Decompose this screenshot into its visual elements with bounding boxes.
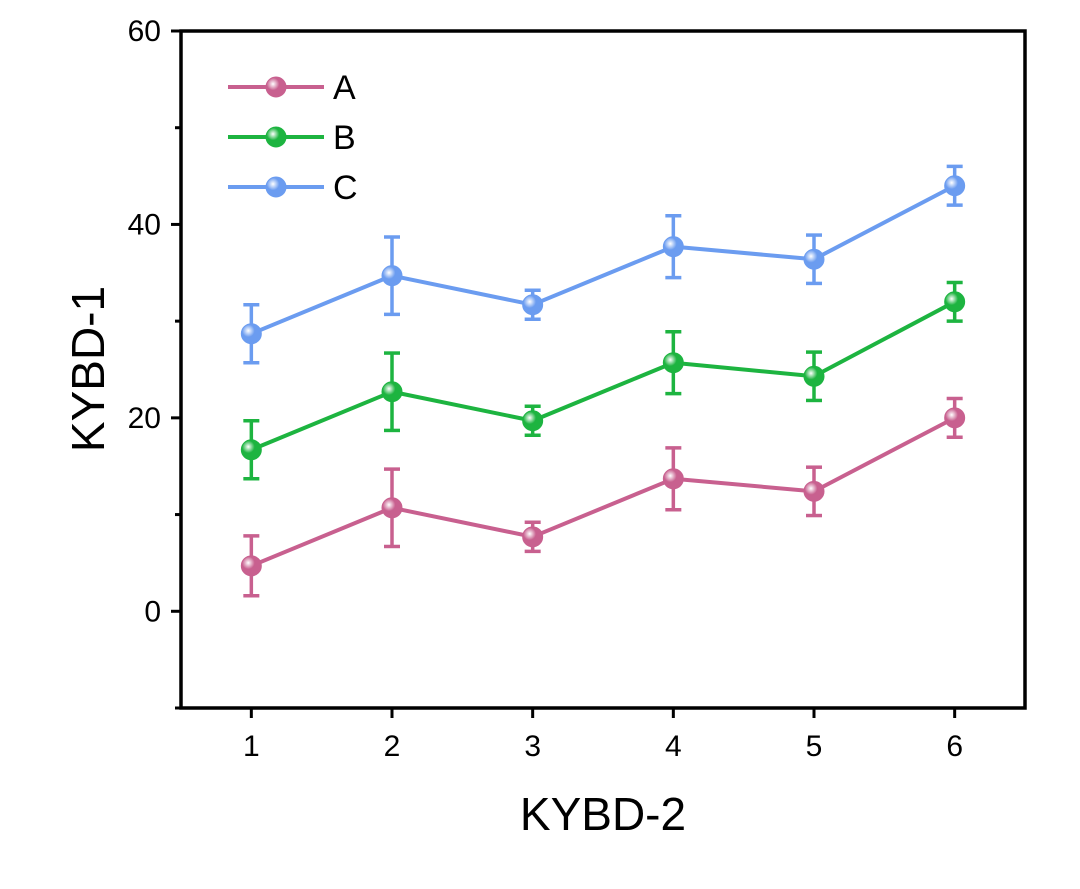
x-tick-label: 3 (524, 730, 541, 763)
y-axis-ticks: 0 20 40 60 (128, 15, 181, 710)
data-point (522, 526, 544, 548)
data-point (944, 175, 966, 197)
y-tick-label: 20 (128, 402, 161, 435)
data-point (240, 555, 262, 577)
series-line (250, 416, 956, 568)
x-tick-label: 5 (806, 730, 823, 763)
legend-marker (265, 176, 287, 198)
data-point (944, 291, 966, 313)
y-tick-label: 60 (128, 15, 161, 48)
data-point (522, 410, 544, 432)
legend-label: A (333, 69, 356, 107)
data-point (381, 265, 403, 287)
data-point (240, 439, 262, 461)
legend: ABC (228, 69, 358, 207)
data-point (381, 381, 403, 403)
x-tick-label: 2 (384, 730, 401, 763)
data-point (944, 407, 966, 429)
series-line (250, 183, 956, 336)
data-point (803, 248, 825, 270)
data-point (803, 480, 825, 502)
x-tick-label: 4 (665, 730, 682, 763)
data-point (662, 468, 684, 490)
series-A (240, 396, 966, 598)
data-point (381, 497, 403, 519)
x-axis-title: KYBD-2 (520, 788, 686, 840)
y-tick-label: 40 (128, 208, 161, 241)
data-point (662, 352, 684, 374)
y-axis-title: KYBD-1 (62, 286, 114, 452)
legend-label: B (333, 119, 356, 157)
plot-frame (179, 29, 1027, 710)
y-tick-label: 0 (144, 595, 161, 628)
series-B (240, 280, 966, 481)
legend-label: C (333, 169, 358, 207)
series-C (240, 164, 966, 365)
legend-marker (265, 76, 287, 98)
data-point (522, 294, 544, 316)
data-point (240, 323, 262, 345)
data-point (803, 365, 825, 387)
x-tick-label: 1 (243, 730, 260, 763)
series-layer (240, 164, 966, 598)
data-point (662, 236, 684, 258)
x-tick-label: 6 (946, 730, 963, 763)
legend-marker (265, 126, 287, 148)
series-line (250, 300, 956, 452)
x-axis-ticks: 1 2 3 4 5 6 (243, 708, 963, 763)
